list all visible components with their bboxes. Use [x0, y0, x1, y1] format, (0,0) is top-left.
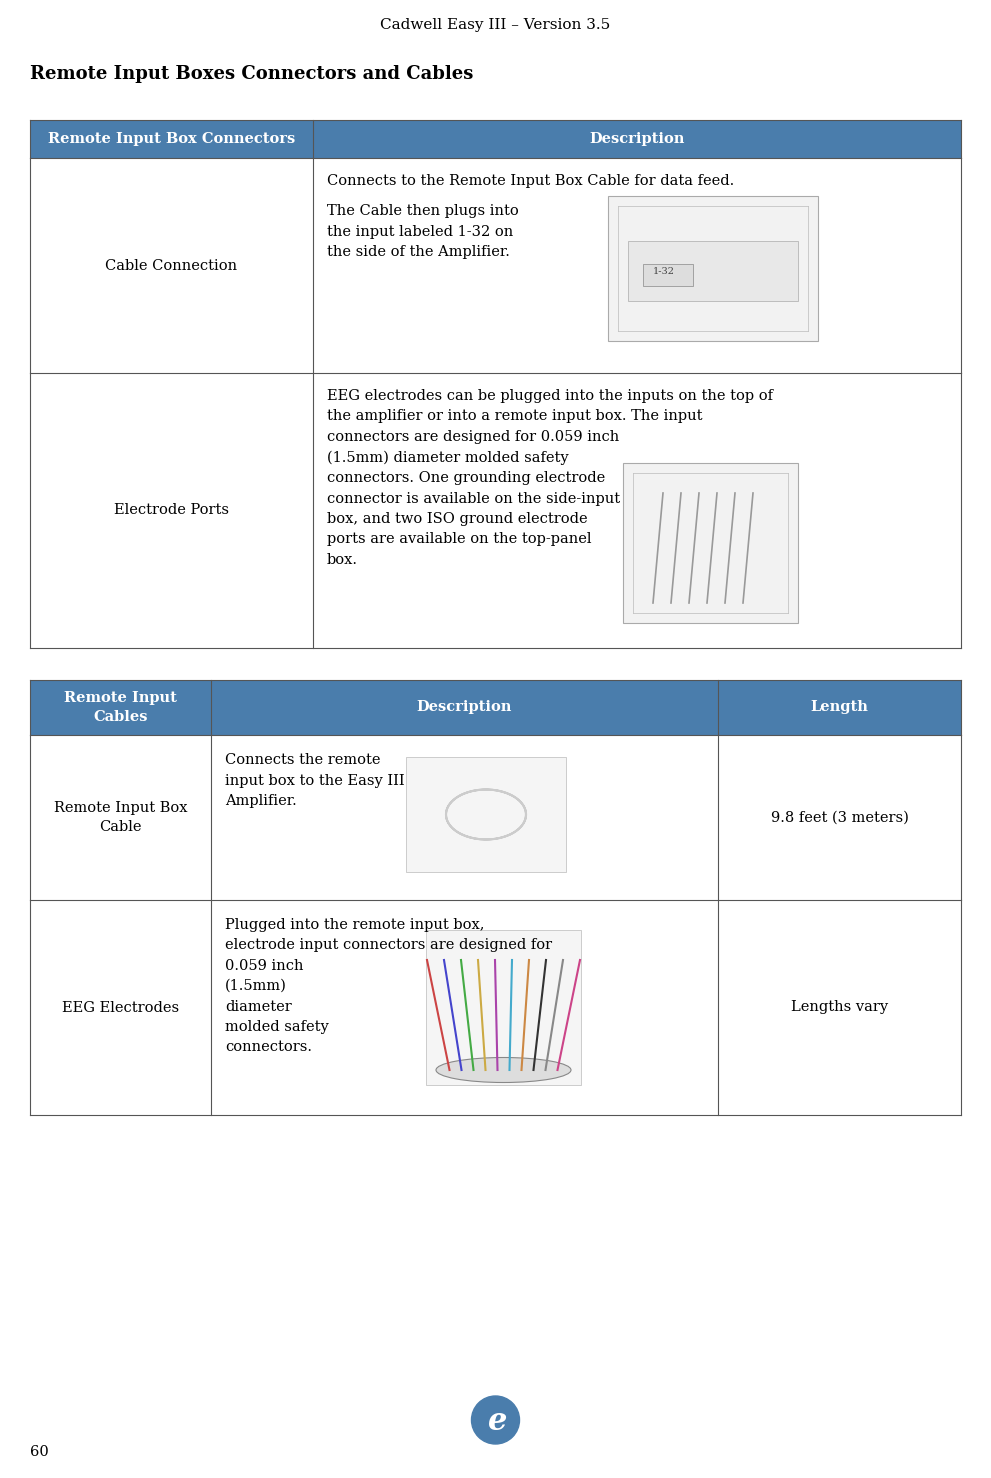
- Text: 1-32: 1-32: [653, 266, 675, 275]
- Bar: [623, 463, 798, 624]
- Text: Plugged into the remote input box,
electrode input connectors are designed for
0: Plugged into the remote input box, elect…: [225, 918, 552, 1054]
- Text: Lengths vary: Lengths vary: [791, 1001, 888, 1014]
- Text: Remote Input Box
Cable: Remote Input Box Cable: [54, 801, 187, 834]
- Bar: [643, 265, 693, 287]
- Bar: [30, 680, 961, 735]
- Text: Remote Input
Cables: Remote Input Cables: [64, 692, 177, 724]
- Circle shape: [472, 1397, 519, 1444]
- Bar: [30, 372, 961, 647]
- Bar: [426, 930, 581, 1085]
- Bar: [30, 120, 961, 158]
- Text: Description: Description: [590, 132, 685, 146]
- Bar: [30, 735, 961, 900]
- Text: EEG Electrodes: EEG Electrodes: [61, 1001, 179, 1014]
- Bar: [406, 757, 566, 872]
- Text: Connects the remote
input box to the Easy III
Amplifier.: Connects the remote input box to the Eas…: [225, 752, 404, 808]
- Bar: [30, 158, 961, 372]
- Bar: [608, 197, 818, 341]
- Text: Electrode Ports: Electrode Ports: [114, 504, 229, 517]
- Text: Remote Input Box Connectors: Remote Input Box Connectors: [48, 132, 295, 146]
- Text: Connects to the Remote Input Box Cable for data feed.: Connects to the Remote Input Box Cable f…: [327, 174, 734, 188]
- Text: Remote Input Boxes Connectors and Cables: Remote Input Boxes Connectors and Cables: [30, 65, 474, 83]
- Text: 9.8 feet (3 meters): 9.8 feet (3 meters): [771, 810, 909, 825]
- Text: 60: 60: [30, 1445, 49, 1459]
- Text: Length: Length: [811, 701, 868, 714]
- Text: e: e: [488, 1406, 507, 1437]
- Bar: [30, 900, 961, 1114]
- Text: Cable Connection: Cable Connection: [105, 259, 238, 272]
- Bar: [628, 241, 798, 302]
- Text: Description: Description: [417, 701, 512, 714]
- Ellipse shape: [436, 1057, 571, 1082]
- Text: EEG electrodes can be plugged into the inputs on the top of
the amplifier or int: EEG electrodes can be plugged into the i…: [327, 389, 773, 566]
- Text: The Cable then plugs into
the input labeled 1-32 on
the side of the Amplifier.: The Cable then plugs into the input labe…: [327, 204, 518, 259]
- Text: Cadwell Easy III – Version 3.5: Cadwell Easy III – Version 3.5: [381, 18, 610, 33]
